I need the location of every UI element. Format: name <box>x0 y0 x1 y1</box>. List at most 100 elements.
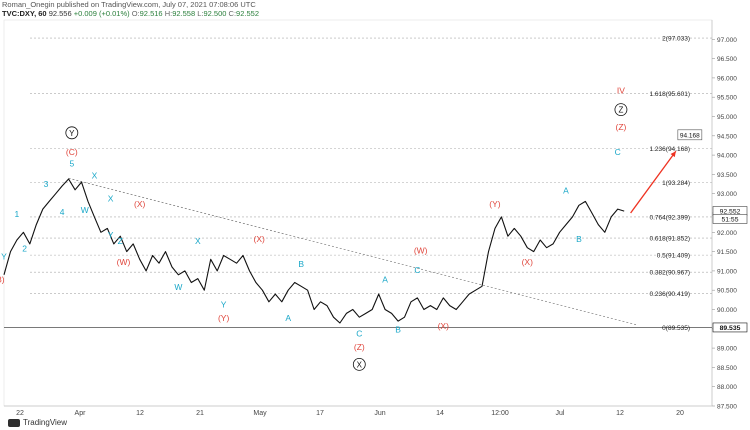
price-axis-tick-label: 94.500 <box>717 133 737 140</box>
fib-level-label: 0.382(90.967) <box>650 270 690 277</box>
price-axis-badge-label: 92.552 <box>720 209 741 216</box>
wave-label: (Z) <box>354 342 365 352</box>
wave-label: (Y) <box>218 313 230 323</box>
footer-brand: TradingView <box>23 418 68 427</box>
projection-arrowhead <box>670 151 676 158</box>
open-label: O: <box>131 9 140 18</box>
time-axis-tick-label: 12 <box>136 410 144 417</box>
fib-level-label: 1.618(95.601) <box>650 91 690 98</box>
price-axis-tick-label: 90.000 <box>717 307 737 314</box>
time-axis-tick-label: 20 <box>676 410 684 417</box>
wave-label: (Y) <box>489 199 501 209</box>
close-value: 92.552 <box>236 9 259 18</box>
fib-level-label: 0.236(90.419) <box>650 291 690 298</box>
wave-label: Y <box>221 300 227 310</box>
wave-label: A <box>285 313 291 323</box>
price-axis-tick-label: 91.000 <box>717 268 737 275</box>
published-line: Roman_Onegin published on TradingView.co… <box>2 0 256 9</box>
price-axis-badge <box>712 322 748 333</box>
target-callout-label: 94.168 <box>680 132 700 139</box>
price-axis-badge <box>712 214 748 224</box>
wave-label: B <box>576 234 582 244</box>
close-label: C: <box>228 9 237 18</box>
price-axis-tick-label: 97.000 <box>717 37 737 44</box>
time-axis-tick-label: Jul <box>556 410 565 417</box>
high-value: 92.558 <box>172 9 196 18</box>
wave-label: 1 <box>15 209 20 219</box>
time-axis-tick-label: 12:00 <box>491 410 509 417</box>
time-axis-tick-label: Apr <box>75 410 87 417</box>
time-axis-tick-label: 17 <box>316 410 324 417</box>
wave-label: 3 <box>44 179 49 189</box>
price-line <box>3 178 625 324</box>
price-axis-tick-label: 95.500 <box>717 95 737 102</box>
time-axis-tick-label: Jun <box>374 410 385 417</box>
wave-label: IV <box>617 85 625 95</box>
wave-label: B <box>395 325 401 335</box>
time-axis-tick-label: 12 <box>616 410 624 417</box>
wave-label: Y <box>108 230 114 240</box>
ohlc-header: TVC:DXY, 60 92.556 +0.009 (+0.01%) O:92.… <box>2 9 259 18</box>
symbol-label: TVC:DXY, 60 <box>2 9 47 18</box>
tradingview-logo-icon <box>8 418 20 427</box>
fib-level-label: 0.764(92.399) <box>650 214 690 221</box>
fib-level-label: 0.618(91.852) <box>650 236 690 243</box>
wave-label: 4 <box>60 207 65 217</box>
wave-label: (X) <box>438 321 450 331</box>
wave-label: C <box>356 329 362 339</box>
wave-label: (W) <box>414 246 428 256</box>
price-axis-tick-label: 87.500 <box>717 404 737 411</box>
price-axis-tick-label: 91.500 <box>717 249 737 256</box>
wave-label: C <box>414 265 420 275</box>
wave-label: Y <box>1 251 7 261</box>
price-axis-tick-label: 93.000 <box>717 191 737 198</box>
wave-label: (W) <box>117 257 131 267</box>
wave-label: (X) <box>253 234 265 244</box>
tradingview-footer: TradingView <box>8 418 67 427</box>
wave-label: (Z) <box>616 122 627 132</box>
price-axis-tick-label: 89.000 <box>717 346 737 353</box>
wave-label-circle <box>352 357 366 371</box>
fib-level-label: 1.236(94.168) <box>650 146 690 153</box>
wave-label: (X) <box>134 199 146 209</box>
wave-label: (X) <box>522 257 534 267</box>
open-value: 92.516 <box>139 9 163 18</box>
price-axis-tick-label: 92.000 <box>717 230 737 237</box>
time-axis-tick-label: 14 <box>436 410 444 417</box>
price-axis-tick-label: 94.000 <box>717 153 737 160</box>
wave-label: Y <box>69 129 75 138</box>
high-label: H: <box>164 9 173 18</box>
fib-level-label: 2(97.033) <box>662 36 690 43</box>
price-axis-tick-label: 95.000 <box>717 114 737 121</box>
wave-label: 5 <box>69 159 74 169</box>
low-value: 92.500 <box>203 9 227 18</box>
wave-label: 2 <box>22 244 27 254</box>
wave-label: X <box>108 193 114 203</box>
trendline <box>68 177 638 326</box>
wave-label: X <box>357 360 363 369</box>
wave-label-circle <box>65 126 79 140</box>
wave-label: Z <box>618 106 623 115</box>
wave-label: B <box>298 259 304 269</box>
time-axis-tick-label: 22 <box>16 410 24 417</box>
wave-label: X <box>92 170 98 180</box>
low-label: L: <box>197 9 204 18</box>
wave-label: C <box>615 147 621 157</box>
price-axis-tick-label: 96.500 <box>717 56 737 63</box>
wave-label: A <box>563 186 569 196</box>
price-axis-tick-label: 88.000 <box>717 384 737 391</box>
target-callout-box <box>677 129 703 141</box>
wave-label-circle <box>614 103 628 117</box>
fib-level-label: 0.5(91.409) <box>657 253 690 260</box>
wave-label: W <box>174 282 182 292</box>
price-axis-tick-label: 88.500 <box>717 365 737 372</box>
wave-label: X <box>195 236 201 246</box>
wave-label: Z <box>118 236 123 246</box>
time-axis-tick-label: 21 <box>196 410 204 417</box>
price-axis-tick-label: 96.000 <box>717 75 737 82</box>
last-price: 92.556 <box>48 9 72 18</box>
wave-label: (C) <box>66 147 78 157</box>
price-axis-tick-label: 93.500 <box>717 172 737 179</box>
